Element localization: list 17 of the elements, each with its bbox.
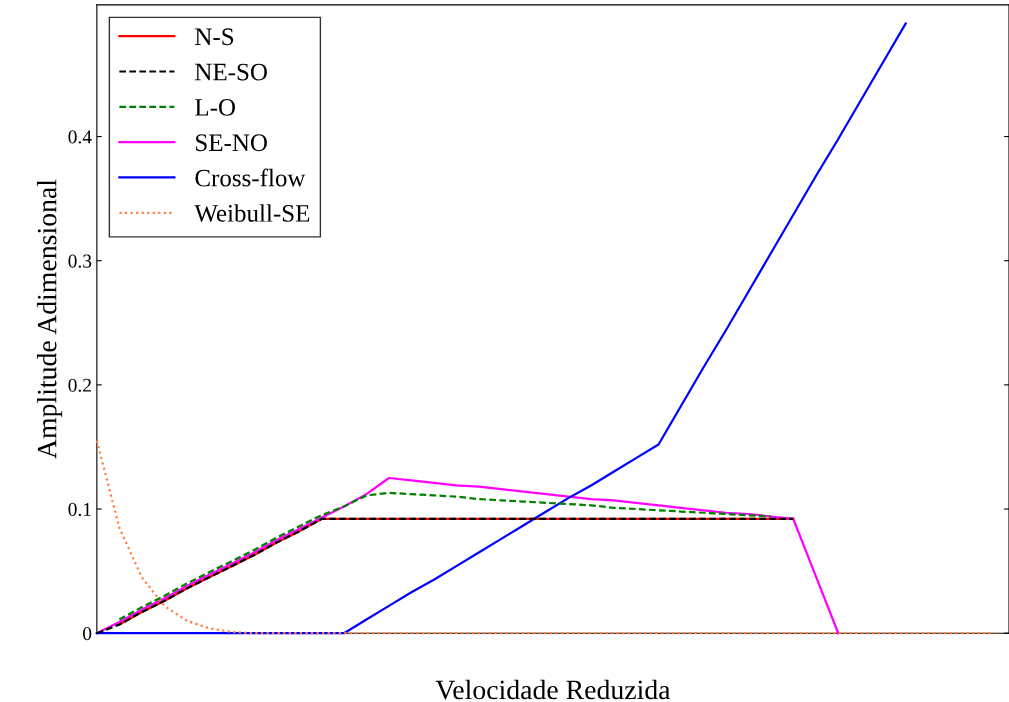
- y-tick-label: 0.3: [68, 254, 92, 268]
- y-tick-label: 0.2: [68, 378, 91, 392]
- y-axis-title: Amplitude Adimensional: [36, 179, 63, 459]
- y-tick-label: 0: [83, 627, 92, 641]
- line-series: [95, 476, 840, 635]
- legend-label: NE-SO: [195, 63, 267, 81]
- line-series: [118, 491, 772, 621]
- legend-label: Weibull-SE: [194, 204, 310, 222]
- legend-label: L-O: [195, 99, 235, 116]
- line-series: [95, 439, 997, 635]
- legend-label: Cross-flow: [195, 168, 306, 187]
- legend-label: SE-NO: [196, 134, 267, 152]
- y-tick-label: 0.4: [68, 130, 92, 144]
- legend-label: N-S: [195, 28, 234, 46]
- y-tick-label: 0.1: [68, 502, 91, 517]
- line-series: [95, 22, 907, 635]
- x-axis-title: Velocidade Reduzida: [435, 679, 671, 700]
